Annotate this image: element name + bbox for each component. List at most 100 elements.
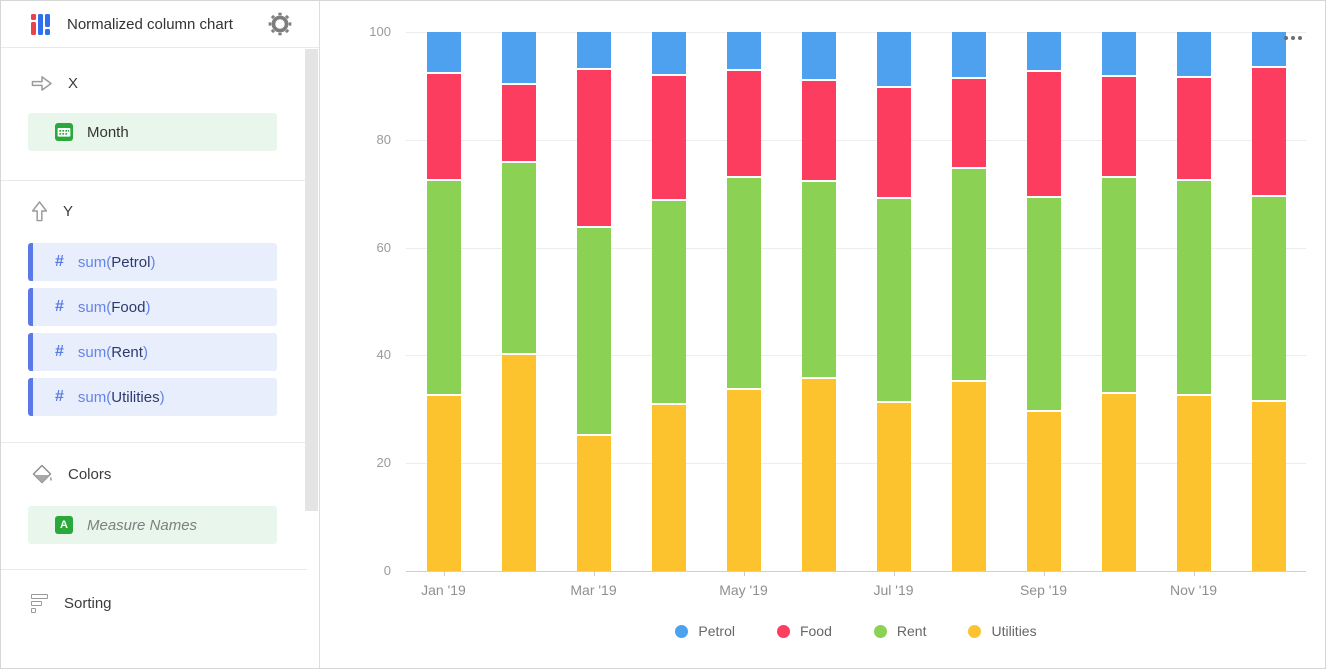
x-tick-label-Jan '19: Jan '19 [421, 582, 466, 598]
x-field-month[interactable]: Month [28, 113, 277, 151]
bar-segment-petrol-Jan '19[interactable] [426, 32, 461, 72]
bar-segment-food-Aug '19[interactable] [951, 77, 986, 167]
paint-bucket-icon [32, 464, 52, 484]
colors-field-measure-names[interactable]: A Measure Names [28, 506, 277, 544]
bar-segment-rent-Oct '19[interactable] [1101, 175, 1136, 392]
measure-accent-bar [28, 378, 33, 416]
section-divider [1, 180, 307, 181]
y-field-label: sum(Rent) [77, 343, 148, 361]
bar-segment-petrol-May '19[interactable] [726, 32, 761, 70]
y-field-label: sum(Petrol) [77, 253, 156, 271]
stacked-bar-Apr '19 [651, 32, 686, 571]
y-field-petrol[interactable]: # sum(Petrol) [28, 243, 277, 281]
bar-segment-food-Jun '19[interactable] [801, 78, 836, 181]
bar-segment-rent-Feb '19[interactable] [501, 160, 536, 354]
bar-segment-utilities-Mar '19[interactable] [576, 434, 611, 571]
settings-gear-icon[interactable] [268, 12, 292, 36]
legend-label: Rent [896, 623, 927, 639]
bars-container [406, 32, 1306, 571]
y-field-utilities[interactable]: # sum(Utilities) [28, 378, 277, 416]
legend-dot-icon [873, 624, 887, 638]
bar-segment-petrol-Feb '19[interactable] [501, 32, 536, 84]
bar-segment-utilities-Aug '19[interactable] [951, 379, 986, 571]
bar-segment-utilities-Jan '19[interactable] [426, 394, 461, 571]
sorting-bars-icon [31, 593, 49, 613]
normalized-column-chart-icon [31, 13, 54, 35]
legend-item-utilities[interactable]: Utilities [968, 623, 1037, 639]
bar-segment-utilities-Apr '19[interactable] [651, 402, 686, 571]
x-tick-Jan '19 [443, 571, 445, 576]
bar-segment-food-Mar '19[interactable] [576, 68, 611, 227]
bar-segment-rent-Mar '19[interactable] [576, 226, 611, 435]
x-tick-label-Mar '19: Mar '19 [570, 582, 617, 598]
bar-segment-rent-Sep '19[interactable] [1026, 196, 1061, 411]
bar-segment-rent-Nov '19[interactable] [1176, 179, 1211, 395]
bar-segment-utilities-Feb '19[interactable] [501, 353, 536, 571]
bar-slot-Jun '19 [781, 32, 856, 571]
bar-segment-rent-Aug '19[interactable] [951, 166, 986, 380]
chart-type-title: Normalized column chart [67, 15, 233, 33]
bar-segment-rent-May '19[interactable] [726, 176, 761, 389]
y-field-food[interactable]: # sum(Food) [28, 288, 277, 326]
legend-dot-icon [776, 624, 790, 638]
bar-segment-petrol-Oct '19[interactable] [1101, 32, 1136, 75]
bar-segment-utilities-Nov '19[interactable] [1176, 394, 1211, 571]
legend-item-rent[interactable]: Rent [873, 623, 927, 639]
bar-segment-food-Nov '19[interactable] [1176, 76, 1211, 180]
bar-segment-food-Jul '19[interactable] [876, 86, 911, 198]
bar-segment-rent-Apr '19[interactable] [651, 198, 686, 403]
bar-segment-petrol-Dec '19[interactable] [1251, 32, 1286, 66]
gridline-0 [406, 571, 1306, 572]
bar-segment-food-May '19[interactable] [726, 69, 761, 177]
x-tick-May '19 [743, 571, 745, 576]
bar-slot-Nov '19 [1156, 32, 1231, 571]
bar-segment-food-Dec '19[interactable] [1251, 65, 1286, 195]
arrow-up-icon [31, 201, 48, 222]
bar-segment-utilities-Jul '19[interactable] [876, 400, 911, 571]
bar-segment-petrol-Mar '19[interactable] [576, 32, 611, 69]
bar-segment-utilities-Sep '19[interactable] [1026, 410, 1061, 571]
legend-item-food[interactable]: Food [776, 623, 832, 639]
bar-segment-food-Oct '19[interactable] [1101, 74, 1136, 176]
x-field-label: Month [87, 123, 129, 141]
bar-segment-food-Jan '19[interactable] [426, 71, 461, 179]
sidebar-scrollbar-thumb[interactable] [305, 49, 318, 511]
bar-segment-utilities-Jun '19[interactable] [801, 376, 836, 571]
y-field-rent[interactable]: # sum(Rent) [28, 333, 277, 371]
bar-slot-Dec '19 [1231, 32, 1306, 571]
measure-accent-bar [28, 243, 33, 281]
y-tick-label-100: 100 [369, 24, 391, 39]
bar-segment-rent-Jan '19[interactable] [426, 178, 461, 395]
x-tick-Jul '19 [893, 571, 895, 576]
bar-segment-food-Sep '19[interactable] [1026, 70, 1061, 197]
bar-segment-food-Apr '19[interactable] [651, 74, 686, 199]
bar-slot-May '19 [706, 32, 781, 571]
x-tick-label-May '19: May '19 [719, 582, 768, 598]
legend-item-petrol[interactable]: Petrol [675, 623, 735, 639]
number-hash-icon: # [55, 343, 64, 360]
bar-slot-Apr '19 [631, 32, 706, 571]
stacked-bar-Nov '19 [1176, 32, 1211, 571]
bar-segment-petrol-Sep '19[interactable] [1026, 32, 1061, 71]
bar-segment-rent-Jun '19[interactable] [801, 180, 836, 377]
bar-segment-petrol-Aug '19[interactable] [951, 32, 986, 78]
colors-section: Colors [31, 462, 111, 486]
text-a-icon: A [55, 516, 73, 534]
bar-segment-rent-Dec '19[interactable] [1251, 194, 1286, 401]
y-field-label: sum(Utilities) [77, 388, 165, 406]
stacked-bar-Sep '19 [1026, 32, 1061, 571]
more-options-icon[interactable] [1284, 36, 1302, 40]
bar-segment-utilities-May '19[interactable] [726, 388, 761, 571]
bar-segment-petrol-Jun '19[interactable] [801, 32, 836, 79]
number-hash-icon: # [55, 298, 64, 315]
bar-segment-utilities-Oct '19[interactable] [1101, 391, 1136, 571]
sorting-section[interactable]: Sorting [31, 591, 112, 615]
x-tick-label-Jul '19: Jul '19 [873, 582, 914, 598]
bar-segment-petrol-Apr '19[interactable] [651, 32, 686, 75]
bar-slot-Aug '19 [931, 32, 1006, 571]
bar-segment-food-Feb '19[interactable] [501, 83, 536, 161]
bar-segment-petrol-Jul '19[interactable] [876, 32, 911, 87]
bar-segment-rent-Jul '19[interactable] [876, 197, 911, 401]
bar-segment-utilities-Dec '19[interactable] [1251, 400, 1286, 571]
bar-segment-petrol-Nov '19[interactable] [1176, 32, 1211, 77]
